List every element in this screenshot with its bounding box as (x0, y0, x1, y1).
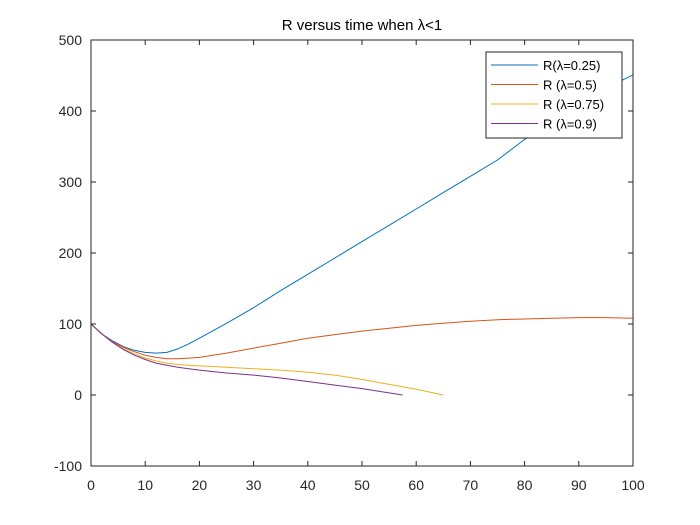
ticks-layer: 0 10 20 30 40 50 60 70 80 90 100 -100 0 100 200 300 400 5… (54, 32, 645, 493)
x-tick-label: 0 (87, 477, 95, 493)
legend: R(λ=0.25) R (λ=0.5) R (λ=0.75) R (λ=0.9) (485, 51, 623, 139)
x-tick-label: 20 (192, 477, 208, 493)
y-tick-label: -100 (54, 458, 82, 474)
series-line-2 (90, 317, 634, 360)
legend-label: R (λ=0.75) (543, 97, 604, 112)
y-tick-label: 300 (59, 174, 83, 190)
y-tick-label: 500 (59, 32, 83, 48)
x-tick-label: 60 (408, 477, 424, 493)
x-tick-label: 30 (246, 477, 262, 493)
series-line-4 (90, 323, 403, 396)
legend-label: R (λ=0.5) (543, 78, 597, 93)
legend-label: R(λ=0.25) (543, 58, 600, 73)
x-tick-label: 40 (300, 477, 316, 493)
chart-title: R versus time when λ<1 (282, 17, 442, 34)
series-line-3 (90, 323, 444, 396)
y-tick-label: 200 (59, 245, 83, 261)
x-tick-label: 50 (354, 477, 370, 493)
x-tick-label: 90 (571, 477, 587, 493)
x-tick-label: 80 (517, 477, 533, 493)
legend-label: R (λ=0.9) (543, 117, 597, 132)
x-tick-label: 70 (463, 477, 479, 493)
series-line-1 (90, 74, 634, 354)
y-tick-label: 0 (74, 387, 82, 403)
y-tick-label: 100 (59, 316, 83, 332)
x-tick-label: 100 (621, 477, 645, 493)
y-tick-label: 400 (59, 103, 83, 119)
x-tick-label: 10 (137, 477, 153, 493)
series-layer (90, 74, 634, 396)
